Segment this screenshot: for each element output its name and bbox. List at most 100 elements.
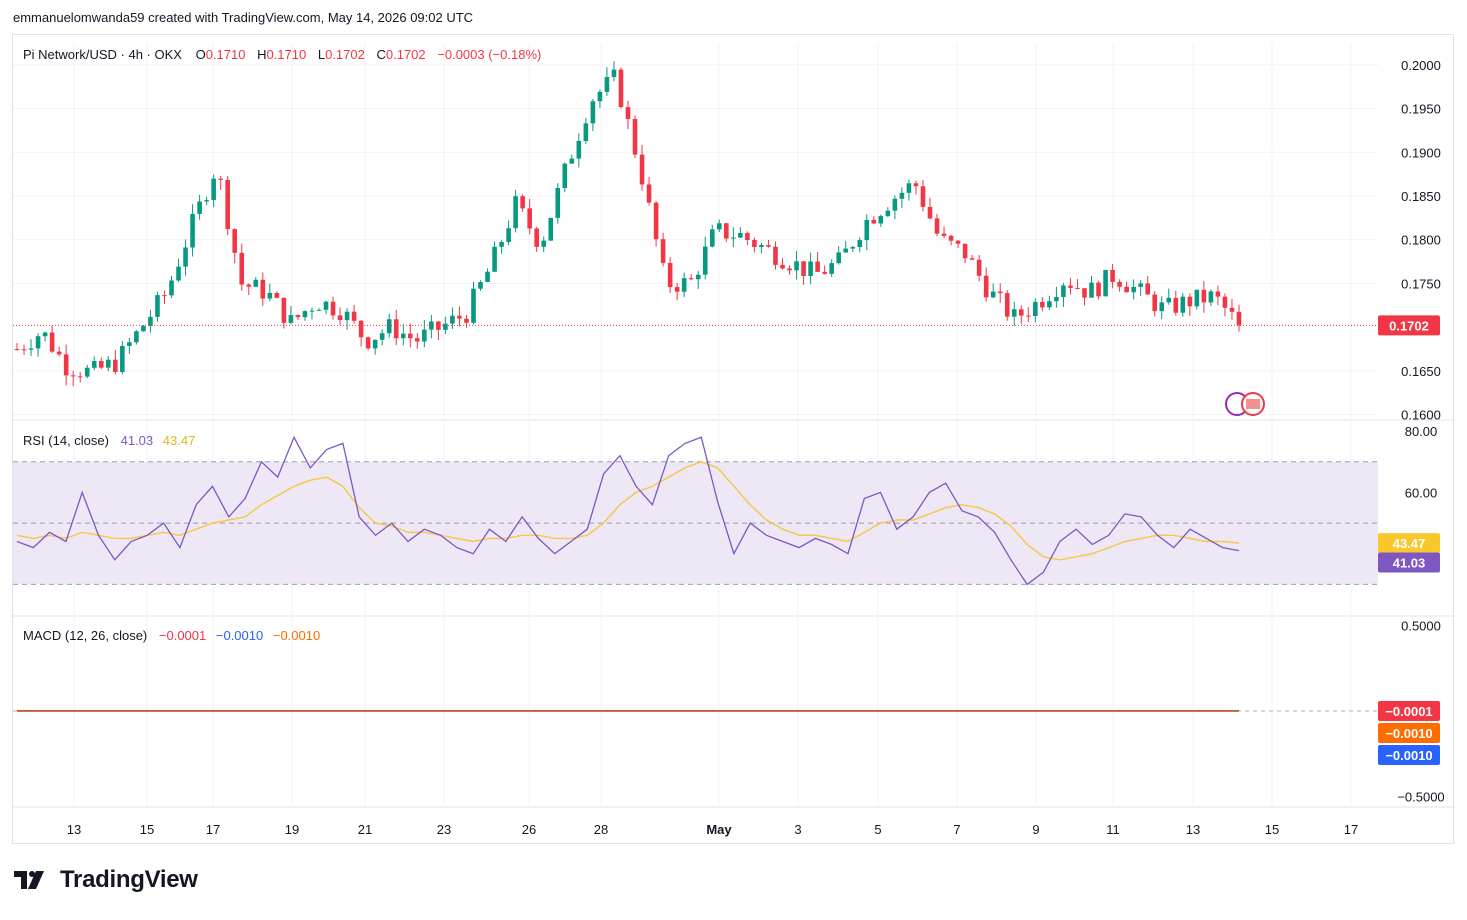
price-axis-tick-label: 0.2000 <box>1401 58 1441 73</box>
chart-frame[interactable]: 0.2000 0.1950 0.1900 0.1850 0.1800 0.1750 0.16… <box>12 34 1455 845</box>
macd-axis-tick-label: −0.5000 <box>1397 789 1444 804</box>
candle-up <box>1033 301 1038 317</box>
rsi-value: 41.03 <box>120 433 154 448</box>
candle-up <box>850 247 856 249</box>
candle-down <box>955 240 961 244</box>
candle-up <box>190 213 195 248</box>
candle-down <box>1187 296 1193 307</box>
candle-down <box>295 315 301 318</box>
candle-down <box>1152 294 1158 312</box>
candle-down <box>527 208 532 229</box>
candle-down <box>1222 296 1228 308</box>
candle-up <box>555 188 561 218</box>
candle-down <box>274 292 280 298</box>
close-value: 0.1702 <box>385 47 426 62</box>
time-axis-tick-label: 28 <box>594 822 608 837</box>
price-axis-tick-label: 0.1800 <box>1401 233 1441 248</box>
price-axis-tick-label: 0.1600 <box>1401 408 1441 423</box>
time-axis-tick-label: 3 <box>794 822 801 837</box>
candle-down <box>365 337 371 349</box>
candle-up <box>843 248 849 253</box>
candle-up <box>42 332 48 337</box>
candle-down <box>239 252 245 285</box>
macd-axis-tick-label: 0.5000 <box>1401 619 1441 634</box>
candle-up <box>485 271 490 283</box>
candle-up <box>541 240 547 247</box>
macd-line-value: −0.0010 <box>215 628 264 643</box>
time-axis-tick-label: 17 <box>1344 822 1358 837</box>
candle-down <box>815 261 820 272</box>
time-axis-tick-label: 15 <box>1265 822 1279 837</box>
candle-down <box>56 351 62 355</box>
chart-canvas[interactable]: 0.2000 0.1950 0.1900 0.1850 0.1800 0.1750 0.16… <box>13 35 1455 845</box>
rsi-ma-line <box>16 461 1240 561</box>
candle-up <box>583 123 589 141</box>
candle-up <box>1061 285 1066 297</box>
candle-down <box>1110 269 1115 282</box>
rsi-ma-badge <box>1378 533 1440 554</box>
candle-down <box>464 318 469 323</box>
time-axis-tick-label: 21 <box>358 822 372 837</box>
tradingview-logo[interactable]: TradingView <box>14 866 198 894</box>
candle-down <box>1215 291 1221 297</box>
candle-down <box>98 361 104 368</box>
candle-down <box>625 107 631 119</box>
candle-down <box>969 258 975 260</box>
candle-up <box>990 291 996 298</box>
candle-up <box>471 288 476 323</box>
candle-down <box>393 319 399 339</box>
candle-up <box>1011 309 1017 317</box>
candle-down <box>997 291 1003 294</box>
candle-up <box>28 348 34 350</box>
candle-up <box>1047 301 1052 308</box>
candle-up <box>513 196 518 229</box>
macd-title[interactable]: MACD (12, 26, close) <box>23 628 148 643</box>
candle-up <box>211 178 216 201</box>
candle-up <box>731 237 736 239</box>
candle-down <box>1004 293 1010 317</box>
candle-down <box>646 184 652 203</box>
candle-down <box>70 375 76 377</box>
rsi-line <box>16 435 1240 586</box>
candle-up <box>906 183 912 193</box>
rsi-title[interactable]: RSI (14, close) <box>23 433 109 448</box>
candle-up <box>422 329 427 342</box>
candle-up <box>604 77 610 92</box>
candle-down <box>948 235 954 241</box>
candle-down <box>77 376 83 378</box>
candle-up <box>429 321 434 330</box>
candle-down <box>871 219 877 224</box>
candle-up <box>716 223 722 230</box>
candle-up <box>35 336 41 349</box>
candle-up <box>323 301 329 310</box>
macd-hist-value: −0.0001 <box>158 628 207 643</box>
candle-up <box>808 261 813 276</box>
price-axis-tick-label: 0.1950 <box>1401 102 1441 117</box>
time-axis-tick-label: 26 <box>522 822 536 837</box>
candle-up <box>506 228 511 243</box>
rsi-badge-label: 41.03 <box>1393 556 1426 571</box>
candle-up <box>1159 302 1165 312</box>
candle-up <box>1138 283 1143 287</box>
price-legend: Pi Network/USD · 4h · OKX O0.1710 H0.171… <box>23 47 545 62</box>
time-axis-tick-label: 7 <box>953 822 960 837</box>
candle-up <box>450 315 455 324</box>
time-axis-tick-label: 9 <box>1032 822 1039 837</box>
open-value: 0.1710 <box>205 47 246 62</box>
candle-up <box>302 311 308 318</box>
symbol-title[interactable]: Pi Network/USD · 4h · OKX <box>23 47 182 62</box>
candle-down <box>1124 286 1129 293</box>
candle-up <box>443 323 448 330</box>
candle-down <box>660 239 666 263</box>
candle-down <box>1117 281 1122 287</box>
candle-down <box>653 202 659 240</box>
macd-line-badge-label: −0.0010 <box>1385 748 1432 763</box>
candle-up <box>576 140 582 159</box>
candle-up <box>1103 269 1108 297</box>
candle-up <box>344 311 350 321</box>
candle-up <box>84 367 90 377</box>
candle-up <box>309 310 315 312</box>
candle-up <box>105 359 111 368</box>
rsi-ma-value: 43.47 <box>162 433 196 448</box>
macd-histogram-badge-label: −0.0001 <box>1385 704 1432 719</box>
